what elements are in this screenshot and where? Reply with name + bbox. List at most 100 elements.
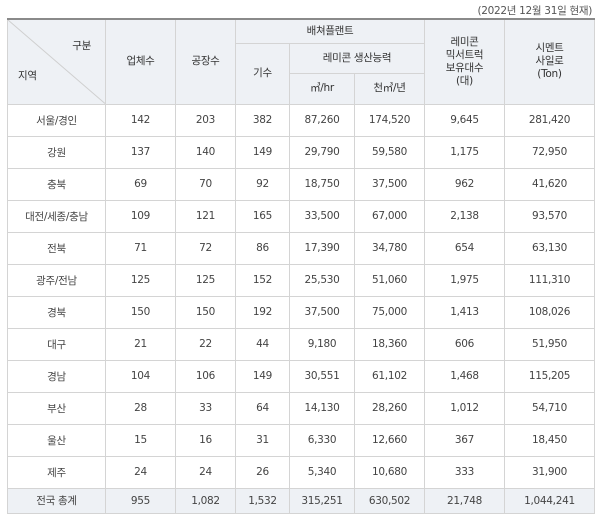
cell-trucks: 654 [424,231,505,265]
cell-units: 1,532 [235,487,290,514]
table-row: 대구 21 22 44 9,180 18,360 606 51,950 [7,327,595,361]
cell-trucks: 333 [424,455,505,489]
cell-region: 전국 총계 [7,487,106,514]
cell-factories: 106 [175,359,236,393]
cell-units: 382 [235,103,290,137]
cell-per-hr: 5,340 [289,455,355,489]
cell-factories: 140 [175,135,236,169]
cell-factories: 70 [175,167,236,201]
cell-trucks: 606 [424,327,505,361]
cell-companies: 28 [105,391,176,425]
cell-companies: 137 [105,135,176,169]
cell-factories: 203 [175,103,236,137]
cell-companies: 142 [105,103,176,137]
cell-companies: 71 [105,231,176,265]
mixer-trucks-line: 보유대수 [445,61,484,74]
cell-factories: 121 [175,199,236,233]
cement-silo-line: 시멘트 [535,42,564,55]
col-per-year: 천㎥/년 [354,72,425,105]
cell-per-hr: 29,790 [289,135,355,169]
table-row: 대전/세종/충남 109 121 165 33,500 67,000 2,138 93,570 [7,199,595,233]
cell-per-hr: 25,530 [289,263,355,297]
cell-units: 92 [235,167,290,201]
cell-region: 부산 [7,391,106,425]
cell-silo: 281,420 [504,103,595,137]
cell-factories: 33 [175,391,236,425]
cell-per-hr: 9,180 [289,327,355,361]
cell-companies: 24 [105,455,176,489]
col-units: 기수 [235,42,290,105]
cement-silo-line: 사일로 [535,55,564,68]
cell-trucks: 1,012 [424,391,505,425]
cell-units: 86 [235,231,290,265]
cell-units: 64 [235,391,290,425]
table-row: 부산 28 33 64 14,130 28,260 1,012 54,710 [7,391,595,425]
cell-per-year: 18,360 [354,327,425,361]
cell-trucks: 1,175 [424,135,505,169]
table-body: 서울/경인 142 203 382 87,260 174,520 9,645 281,420 강… [7,103,595,514]
table-row: 서울/경인 142 203 382 87,260 174,520 9,645 281,420 [7,103,595,137]
cell-per-hr: 18,750 [289,167,355,201]
cell-units: 152 [235,263,290,297]
cell-per-hr: 315,251 [289,487,355,514]
cell-units: 44 [235,327,290,361]
table-row: 제주 24 24 26 5,340 10,680 333 31,900 [7,455,595,489]
table-row: 전북 71 72 86 17,390 34,780 654 63,130 [7,231,595,265]
remicon-status-table: 구분 지역 업체수 공장수 배쳐플랜트 레미콘 믹서트럭 보유대수 (대) 시멘… [7,18,595,514]
cell-region: 광주/전남 [7,263,106,297]
cell-per-year: 67,000 [354,199,425,233]
col-cement-silo: 시멘트 사일로 (Ton) [504,18,595,105]
col-batcher-plant: 배쳐플랜트 [235,18,425,44]
cell-silo: 72,950 [504,135,595,169]
corner-label-region: 지역 [18,69,37,82]
mixer-trucks-line: 믹서트럭 [445,48,484,61]
col-capacity: 레미콘 생산능력 [289,42,425,74]
table-row: 광주/전남 125 125 152 25,530 51,060 1,975 111,310 [7,263,595,297]
cell-silo: 18,450 [504,423,595,457]
cell-trucks: 1,413 [424,295,505,329]
cell-silo: 1,044,241 [504,487,595,514]
cell-region: 경북 [7,295,106,329]
col-per-hour: ㎥/hr [289,72,355,105]
cell-companies: 125 [105,263,176,297]
cell-silo: 31,900 [504,455,595,489]
cell-silo: 93,570 [504,199,595,233]
cell-per-year: 61,102 [354,359,425,393]
cell-region: 충북 [7,167,106,201]
cell-per-year: 12,660 [354,423,425,457]
cell-region: 서울/경인 [7,103,106,137]
cell-silo: 41,620 [504,167,595,201]
table-row: 강원 137 140 149 29,790 59,580 1,175 72,950 [7,135,595,169]
cell-per-year: 174,520 [354,103,425,137]
cell-per-year: 75,000 [354,295,425,329]
cell-units: 149 [235,359,290,393]
cell-factories: 16 [175,423,236,457]
cell-factories: 1,082 [175,487,236,514]
table-row: 경남 104 106 149 30,551 61,102 1,468 115,205 [7,359,595,393]
cell-factories: 72 [175,231,236,265]
cell-per-hr: 14,130 [289,391,355,425]
cell-region: 전북 [7,231,106,265]
cell-per-hr: 6,330 [289,423,355,457]
cell-silo: 111,310 [504,263,595,297]
cell-region: 울산 [7,423,106,457]
col-companies: 업체수 [105,18,176,105]
cell-silo: 51,950 [504,327,595,361]
cell-region: 제주 [7,455,106,489]
col-mixer-trucks: 레미콘 믹서트럭 보유대수 (대) [424,18,505,105]
cell-factories: 24 [175,455,236,489]
cell-companies: 955 [105,487,176,514]
cell-region: 강원 [7,135,106,169]
cell-factories: 125 [175,263,236,297]
cell-per-hr: 30,551 [289,359,355,393]
cell-trucks: 21,748 [424,487,505,514]
cell-trucks: 962 [424,167,505,201]
cell-per-year: 59,580 [354,135,425,169]
mixer-trucks-line: 레미콘 [450,35,479,48]
cell-trucks: 9,645 [424,103,505,137]
col-factories: 공장수 [175,18,236,105]
cell-factories: 150 [175,295,236,329]
cell-per-hr: 87,260 [289,103,355,137]
cement-silo-line: (Ton) [537,68,562,81]
table-row: 경북 150 150 192 37,500 75,000 1,413 108,026 [7,295,595,329]
